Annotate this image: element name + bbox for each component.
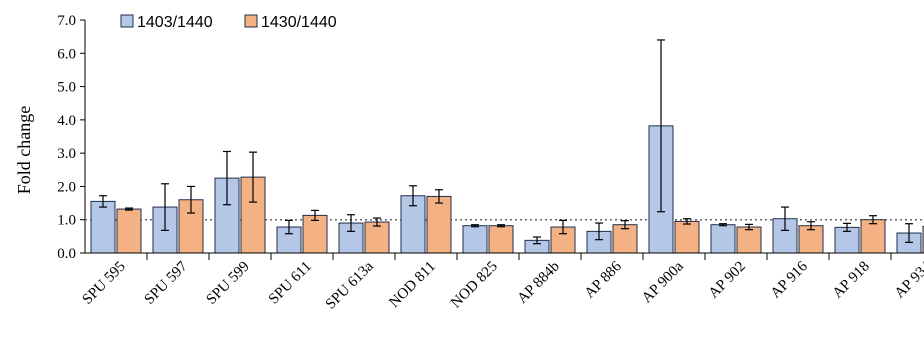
legend-label-series-2: 1430/1440 xyxy=(261,14,337,31)
bar-2-3 xyxy=(302,214,328,254)
bar-2-10 xyxy=(736,226,762,254)
y-tick-label-4: 4.0 xyxy=(57,113,76,129)
category-label-3: SPU 611 xyxy=(266,259,315,308)
bar-2-6 xyxy=(488,225,514,254)
y-tick-label-6: 6.0 xyxy=(57,46,76,62)
y-tick-label-0: 0.0 xyxy=(57,246,76,262)
category-label-10: AP 902 xyxy=(706,259,749,302)
legend-swatch-series-2 xyxy=(244,14,258,28)
bar-1-6 xyxy=(462,225,488,254)
category-label-4: SPU 613a xyxy=(323,258,377,312)
bar-2-12 xyxy=(860,219,886,254)
category-label-7: AP 884b xyxy=(514,259,562,307)
category-label-0: SPU 595 xyxy=(79,259,128,308)
category-label-1: SPU 597 xyxy=(141,258,191,308)
legend-label-series-1: 1403/1440 xyxy=(137,14,213,31)
bar-2-5 xyxy=(426,195,452,254)
category-label-6: NOD 825 xyxy=(448,259,501,312)
y-tick-label-5: 5.0 xyxy=(57,80,76,96)
category-label-5: NOD 811 xyxy=(386,259,438,311)
bar-2-0 xyxy=(116,208,142,254)
bar-1-10 xyxy=(710,224,736,254)
legend-swatch-series-1 xyxy=(120,14,134,28)
y-tick-label-2: 2.0 xyxy=(57,179,76,195)
category-label-12: AP 918 xyxy=(830,259,873,302)
category-label-13: AP 934 xyxy=(892,258,924,301)
category-label-8: AP 886 xyxy=(582,258,625,301)
category-label-2: SPU 599 xyxy=(203,259,252,308)
bar-2-9 xyxy=(674,220,700,254)
y-axis-title: Fold change xyxy=(14,106,34,194)
y-tick-label-1: 1.0 xyxy=(57,213,76,229)
legend: 1403/1440 1430/1440 xyxy=(120,14,337,31)
y-tick-label-3: 3.0 xyxy=(57,146,76,162)
bar-2-4 xyxy=(364,221,390,254)
category-label-11: AP 916 xyxy=(768,258,811,301)
bar-1-0 xyxy=(90,200,116,254)
y-tick-label-7: 7.0 xyxy=(57,13,76,29)
category-label-9: AP 900a xyxy=(639,258,687,306)
